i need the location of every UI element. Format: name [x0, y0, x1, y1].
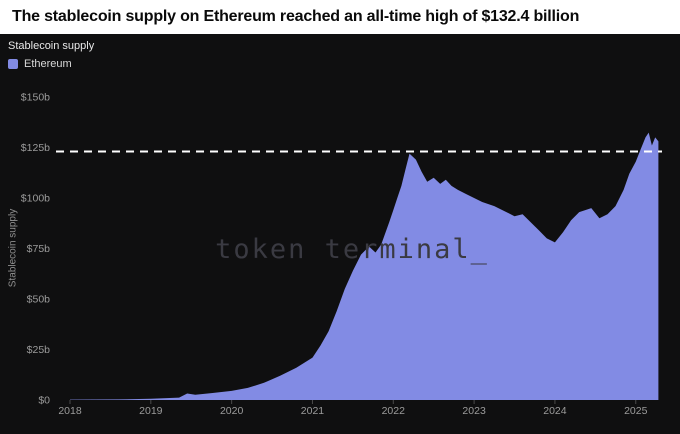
token-terminal-watermark: token terminal_ — [215, 234, 489, 265]
x-tick-label: 2021 — [301, 405, 325, 417]
headline: The stablecoin supply on Ethereum reache… — [12, 8, 580, 25]
legend-item-ethereum[interactable]: Ethereum — [8, 58, 72, 70]
y-tick-label: $125b — [21, 142, 50, 154]
y-tick-label: $100b — [21, 193, 50, 205]
headline-bar: The stablecoin supply on Ethereum reache… — [0, 0, 680, 34]
x-tick-label: 2018 — [58, 405, 82, 417]
y-tick-label: $25b — [27, 344, 51, 356]
x-tick-label: 2024 — [543, 405, 567, 417]
x-tick-label: 2019 — [139, 405, 163, 417]
ethereum-area-series[interactable] — [70, 132, 659, 400]
y-tick-label: $150b — [21, 92, 50, 104]
x-tick-label: 2025 — [624, 405, 648, 417]
x-tick-label: 2022 — [382, 405, 406, 417]
legend-label: Ethereum — [24, 58, 72, 70]
chart-title: Stablecoin supply — [8, 40, 95, 52]
y-tick-label: $50b — [27, 294, 51, 306]
x-tick-label: 2020 — [220, 405, 244, 417]
y-tick-label: $0 — [38, 395, 50, 407]
y-tick-label: $75b — [27, 243, 51, 255]
legend-swatch-icon — [8, 59, 18, 69]
legend: Ethereum — [8, 58, 94, 70]
x-tick-label: 2023 — [462, 405, 486, 417]
stablecoin-supply-area-chart[interactable]: token terminal_ $0 $25b $50b $75b $100b $125b $… — [0, 78, 680, 434]
chart-meta: Stablecoin supply Ethereum — [8, 40, 94, 70]
